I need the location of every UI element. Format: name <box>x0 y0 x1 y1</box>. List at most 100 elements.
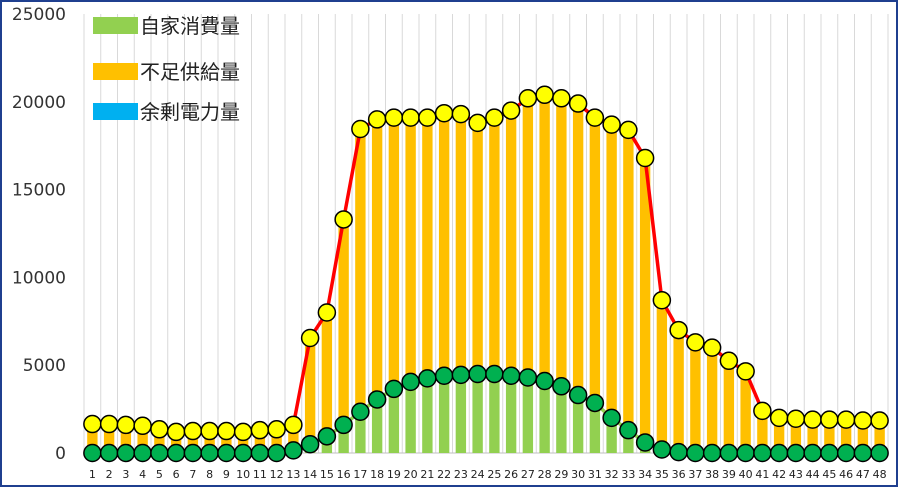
bar-shortfall-supply <box>237 431 249 453</box>
point-total-demand <box>702 338 722 357</box>
x-tick-label: 48 <box>873 468 887 481</box>
bar-shortfall-supply <box>606 124 617 418</box>
x-tick-label: 20 <box>404 468 418 481</box>
x-tick-label: 27 <box>521 468 535 481</box>
bar-shortfall-supply <box>154 429 165 453</box>
x-tick-label: 8 <box>206 468 213 481</box>
point-self-consumption <box>250 443 270 463</box>
bar-shortfall-supply <box>807 419 818 453</box>
x-tick-label: 44 <box>806 468 820 481</box>
point-total-demand <box>233 422 253 442</box>
bar-self-consumption <box>606 417 617 453</box>
bar-self-consumption <box>355 411 366 453</box>
bar-shortfall-supply <box>371 119 383 400</box>
legend-swatch-surplus-power <box>93 103 138 120</box>
bar-shortfall-supply <box>422 117 433 379</box>
bar-shortfall-supply <box>589 117 601 403</box>
point-self-consumption <box>669 442 688 462</box>
x-tick-label: 14 <box>303 468 317 481</box>
point-self-consumption <box>133 443 152 463</box>
bar-self-consumption <box>522 377 534 453</box>
point-self-consumption <box>753 443 772 463</box>
point-total-demand <box>635 148 655 168</box>
y-tick-label: 0 <box>55 444 66 464</box>
x-tick-label: 11 <box>253 468 267 481</box>
bar-self-consumption <box>556 386 567 453</box>
point-total-demand <box>719 351 739 371</box>
point-self-consumption <box>384 379 404 399</box>
x-tick-label: 3 <box>122 468 129 481</box>
x-tick-label: 29 <box>554 468 568 481</box>
point-self-consumption <box>451 365 471 385</box>
bar-shortfall-supply <box>103 424 115 453</box>
point-total-demand <box>468 113 487 133</box>
legend-swatch-shortfall-supply <box>93 63 138 80</box>
point-self-consumption <box>217 443 236 463</box>
x-tick-label: 21 <box>420 468 434 481</box>
bar-shortfall-supply <box>388 117 400 389</box>
point-self-consumption <box>267 443 286 463</box>
bar-shortfall-supply <box>304 337 316 445</box>
bar-shortfall-supply <box>254 430 266 453</box>
x-tick-label: 33 <box>621 468 635 481</box>
bar-shortfall-supply <box>405 117 416 382</box>
point-total-demand <box>803 410 822 429</box>
point-self-consumption <box>233 443 253 463</box>
point-self-consumption <box>485 364 504 384</box>
point-self-consumption <box>820 443 839 463</box>
bar-shortfall-supply <box>539 94 550 382</box>
point-total-demand <box>753 401 772 421</box>
legend: 自家消費量 不足供給量 余剰電力量 <box>93 14 240 124</box>
x-tick-label: 26 <box>504 468 518 481</box>
point-total-demand <box>836 410 856 429</box>
bar-shortfall-supply <box>723 360 735 453</box>
x-tick-label: 4 <box>139 468 146 481</box>
bar-self-consumption <box>438 375 450 453</box>
bar-shortfall-supply <box>706 347 718 453</box>
bar-shortfall-supply <box>874 420 885 453</box>
point-total-demand <box>652 290 672 310</box>
x-tick-label: 2 <box>106 468 113 481</box>
bar-shortfall-supply <box>757 410 768 453</box>
point-total-demand <box>200 421 219 441</box>
bar-shortfall-supply <box>204 431 215 453</box>
point-total-demand <box>451 104 471 124</box>
point-self-consumption <box>836 443 856 463</box>
bar-shortfall-supply <box>438 113 450 376</box>
bar-self-consumption <box>572 395 584 453</box>
point-self-consumption <box>853 443 873 463</box>
bar-self-consumption <box>623 430 634 453</box>
bar-shortfall-supply <box>87 424 98 453</box>
x-tick-label: 1 <box>89 468 96 481</box>
point-total-demand <box>669 320 688 340</box>
point-self-consumption <box>401 372 420 392</box>
x-tick-label: 15 <box>320 468 334 481</box>
x-tick-label: 30 <box>571 468 585 481</box>
point-self-consumption <box>284 441 303 460</box>
point-total-demand <box>250 420 270 440</box>
point-total-demand <box>585 108 605 127</box>
x-tick-label: 10 <box>236 468 250 481</box>
point-total-demand <box>166 422 186 442</box>
point-total-demand <box>786 409 806 429</box>
bar-self-consumption <box>489 373 500 453</box>
x-tick-label: 6 <box>173 468 180 481</box>
bar-shortfall-supply <box>639 157 651 443</box>
bar-shortfall-supply <box>572 103 584 396</box>
point-total-demand <box>267 420 286 439</box>
x-tick-label: 40 <box>739 468 753 481</box>
point-total-demand <box>183 421 203 441</box>
point-self-consumption <box>786 443 806 463</box>
bar-shortfall-supply <box>824 419 835 453</box>
bar-shortfall-supply <box>740 371 751 453</box>
bar-shortfall-supply <box>355 129 366 412</box>
bar-shortfall-supply <box>288 424 299 451</box>
y-tick-label: 15000 <box>12 181 66 201</box>
point-total-demand <box>602 115 621 134</box>
bar-shortfall-supply <box>673 330 684 453</box>
x-tick-label: 28 <box>538 468 552 481</box>
marker-layer <box>83 85 889 463</box>
bar-shortfall-supply <box>472 122 483 374</box>
x-tick-label: 18 <box>370 468 384 481</box>
